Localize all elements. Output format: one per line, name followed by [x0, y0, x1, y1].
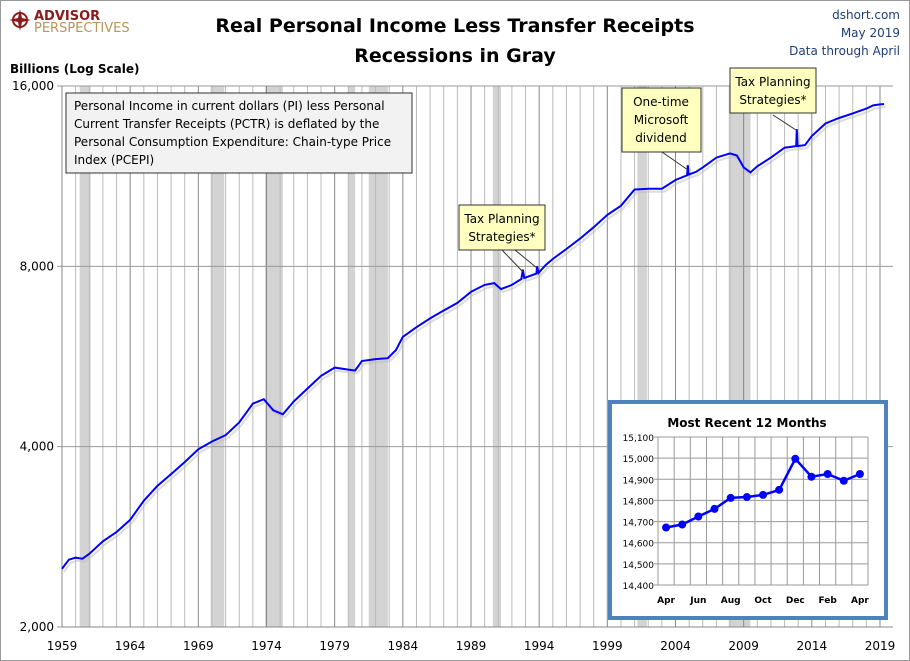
x-tick-label: 1979 — [319, 639, 350, 653]
inset-y-tick-label: 15,000 — [623, 455, 655, 465]
inset-chart: Most Recent 12 Months 14,400 14,500 14,600… — [608, 400, 888, 620]
inset-data-point — [742, 493, 751, 502]
inset-y-tick-label: 14,500 — [623, 561, 655, 571]
inset-y-tick-label: 14,400 — [623, 582, 655, 592]
inset-x-tick-label: Feb — [818, 596, 837, 606]
inset-data-point — [775, 485, 784, 494]
description-line: Index (PCEPI) — [74, 153, 154, 167]
annotation-tax-2012: Tax Planning Strategies* — [729, 67, 817, 131]
x-tick-label: 1999 — [592, 639, 623, 653]
x-tick-label: 1984 — [388, 639, 419, 653]
inset-y-tick-label: 14,600 — [623, 540, 655, 550]
recession-band — [265, 86, 283, 627]
inset-data-point — [791, 454, 800, 463]
chart-subtitle: Recessions in Gray — [354, 45, 556, 67]
x-tick-label: 1964 — [115, 639, 146, 653]
callout-text: dividend — [635, 131, 687, 145]
inset-x-tick-label: Oct — [754, 596, 772, 606]
description-line: Current Transfer Receipts (PCTR) is defl… — [74, 117, 379, 131]
recession-band — [637, 86, 647, 627]
source-site: dshort.com — [832, 8, 900, 22]
recession-band — [79, 86, 91, 627]
callout-text: Microsoft — [634, 113, 689, 127]
logo-line1: ADVISOR — [34, 9, 100, 24]
callout-line — [772, 114, 797, 131]
inset-border — [608, 400, 888, 620]
description-box-bg — [65, 92, 413, 174]
series-shadow — [63, 106, 887, 573]
callout-line — [501, 249, 524, 273]
inset-data-point — [823, 470, 832, 478]
x-tick-label: 1989 — [456, 639, 487, 653]
inset-x-tick-label: Apr — [851, 596, 869, 606]
description-box: Personal Income in current dollars (PI) … — [65, 92, 413, 174]
description-line: Personal Consumption Expenditure: Chain-… — [74, 135, 391, 149]
x-tick-label: 2009 — [728, 639, 759, 653]
recession-band — [348, 86, 356, 627]
logo-line2: PERSPECTIVES — [34, 21, 130, 36]
y-tick-label: 4,000 — [20, 440, 54, 454]
x-tick-label: 1974 — [251, 639, 282, 653]
inset-data-point — [807, 472, 816, 481]
inset-data-point — [678, 520, 687, 529]
annotation-tax-1993: Tax Planning Strategies* — [458, 204, 546, 273]
compass-star-icon — [9, 9, 31, 31]
inset-data-point — [759, 490, 767, 499]
inset-data-point — [662, 523, 671, 532]
chart-title: Real Personal Income Less Transfer Recei… — [215, 15, 694, 37]
callout-box — [458, 204, 546, 251]
x-tick-label: 1994 — [524, 639, 555, 653]
series-line — [61, 103, 885, 570]
callout-text: Tax Planning — [734, 75, 810, 89]
advisor-perspectives-logo: ADVISOR PERSPECTIVES — [9, 9, 130, 36]
inset-y-tick-label: 14,700 — [623, 519, 655, 529]
inset-y-tick-label: 15,100 — [623, 434, 655, 444]
inset-data-point — [726, 493, 735, 502]
inset-y-tick-label: 14,900 — [623, 476, 655, 486]
inset-title: Most Recent 12 Months — [667, 416, 826, 430]
recession-band — [210, 86, 225, 627]
callout-line — [514, 249, 538, 269]
x-tick-label: 2019 — [865, 639, 896, 653]
recession-band — [492, 86, 501, 627]
y-tick-label: 16,000 — [12, 79, 54, 93]
callout-box — [621, 87, 702, 153]
callout-line — [661, 151, 689, 171]
callout-box — [729, 67, 817, 114]
source-date: May 2019 — [841, 26, 900, 40]
recession-band — [368, 86, 388, 627]
inset-y-tick-label: 14,800 — [623, 497, 655, 507]
callout-text: One-time — [633, 95, 689, 109]
x-tick-label: 1959 — [47, 639, 78, 653]
callout-text: Strategies* — [739, 93, 806, 107]
inset-x-tick-label: Dec — [786, 596, 805, 606]
inset-data-point — [710, 504, 719, 513]
description-line: Personal Income in current dollars (PI) … — [74, 99, 385, 113]
x-tick-label: 1969 — [183, 639, 214, 653]
y-tick-label: 8,000 — [20, 259, 54, 273]
inset-x-tick-label: Aug — [721, 596, 741, 606]
x-tick-label: 2014 — [797, 639, 828, 653]
callout-text: Strategies* — [468, 230, 535, 244]
source-note: Data through April — [789, 44, 900, 58]
annotation-microsoft: One-time Microsoft dividend — [621, 87, 702, 171]
inset-plot: 14,400 14,500 14,600 14,700 14,800 14,900 15,0… — [623, 434, 870, 606]
inset-data-point — [839, 476, 848, 485]
inset-x-tick-label: Apr — [657, 596, 675, 606]
y-tick-label: 2,000 — [20, 620, 54, 634]
inset-x-tick-label: Jun — [689, 596, 706, 606]
inset-data-point — [855, 470, 864, 478]
callout-text: Tax Planning — [463, 212, 539, 226]
inset-data-point — [694, 512, 703, 521]
y-axis-label: Billions (Log Scale) — [10, 62, 139, 76]
x-tick-label: 2004 — [660, 639, 691, 653]
